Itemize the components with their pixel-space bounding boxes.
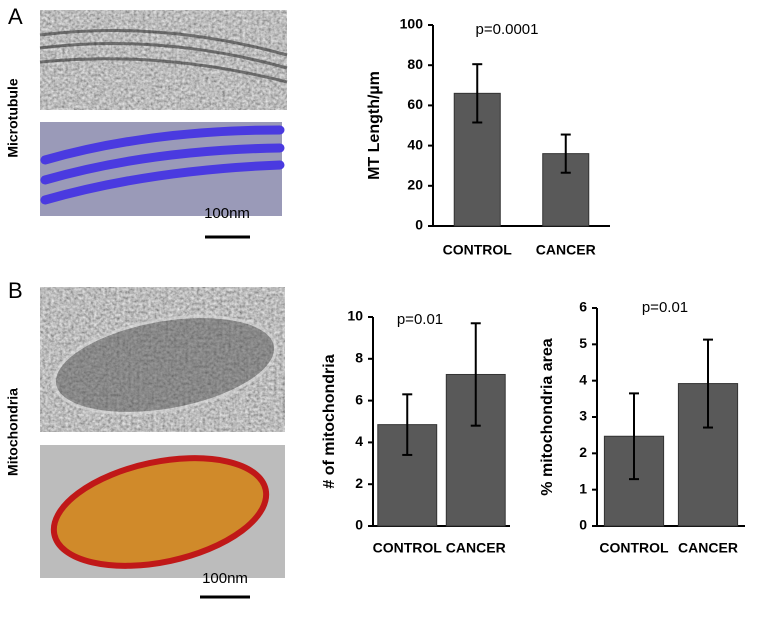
y-tick-label: 60 (407, 96, 423, 112)
x-tick-label: CANCER (678, 540, 738, 556)
x-tick-label: CANCER (446, 540, 506, 556)
bar (377, 424, 438, 527)
microtubule-lines (39, 29, 288, 84)
microtubule-render (40, 125, 285, 205)
x-tick-label: CANCER (536, 242, 596, 258)
panel-label: A (8, 4, 23, 29)
mitochondrion-render (50, 455, 270, 569)
y-tick-label: 4 (355, 433, 363, 449)
y-axis-label: % mitochondria area (539, 338, 556, 495)
y-axis-label: # of mitochondria (321, 354, 338, 488)
y-tick-label: 0 (579, 517, 587, 533)
y-tick-label: 4 (579, 371, 587, 387)
x-tick-label: CONTROL (443, 242, 513, 258)
y-axis-label: MT Length/µm (366, 71, 383, 180)
y-tick-label: 10 (347, 308, 363, 324)
y-tick-label: 20 (407, 177, 423, 193)
annotation: p=0.0001 (476, 21, 539, 38)
y-tick-label: 6 (579, 299, 587, 315)
y-tick-label: 2 (355, 475, 363, 491)
y-tick-label: 1 (579, 480, 587, 496)
y-tick-label: 40 (407, 136, 423, 152)
x-tick-label: CONTROL (373, 540, 443, 556)
y-tick-label: 6 (355, 391, 363, 407)
y-tick-label: 8 (355, 350, 363, 366)
annotation: p=0.01 (642, 299, 688, 316)
y-tick-label: 3 (579, 408, 587, 424)
scale-label: 100nm (202, 570, 248, 587)
y-tick-label: 80 (407, 56, 423, 72)
row-label: Microtubule (5, 78, 21, 158)
y-tick-label: 2 (579, 444, 587, 460)
y-tick-label: 0 (355, 517, 363, 533)
x-tick-label: CONTROL (599, 540, 669, 556)
y-tick-label: 0 (415, 217, 423, 233)
panel-label: B (8, 278, 23, 303)
y-tick-label: 100 (400, 16, 424, 32)
mitochondrion (52, 315, 278, 415)
y-tick-label: 5 (579, 335, 587, 351)
row-label: Mitochondria (5, 388, 21, 476)
annotation: p=0.01 (397, 311, 443, 328)
scale-label: 100nm (204, 205, 250, 222)
